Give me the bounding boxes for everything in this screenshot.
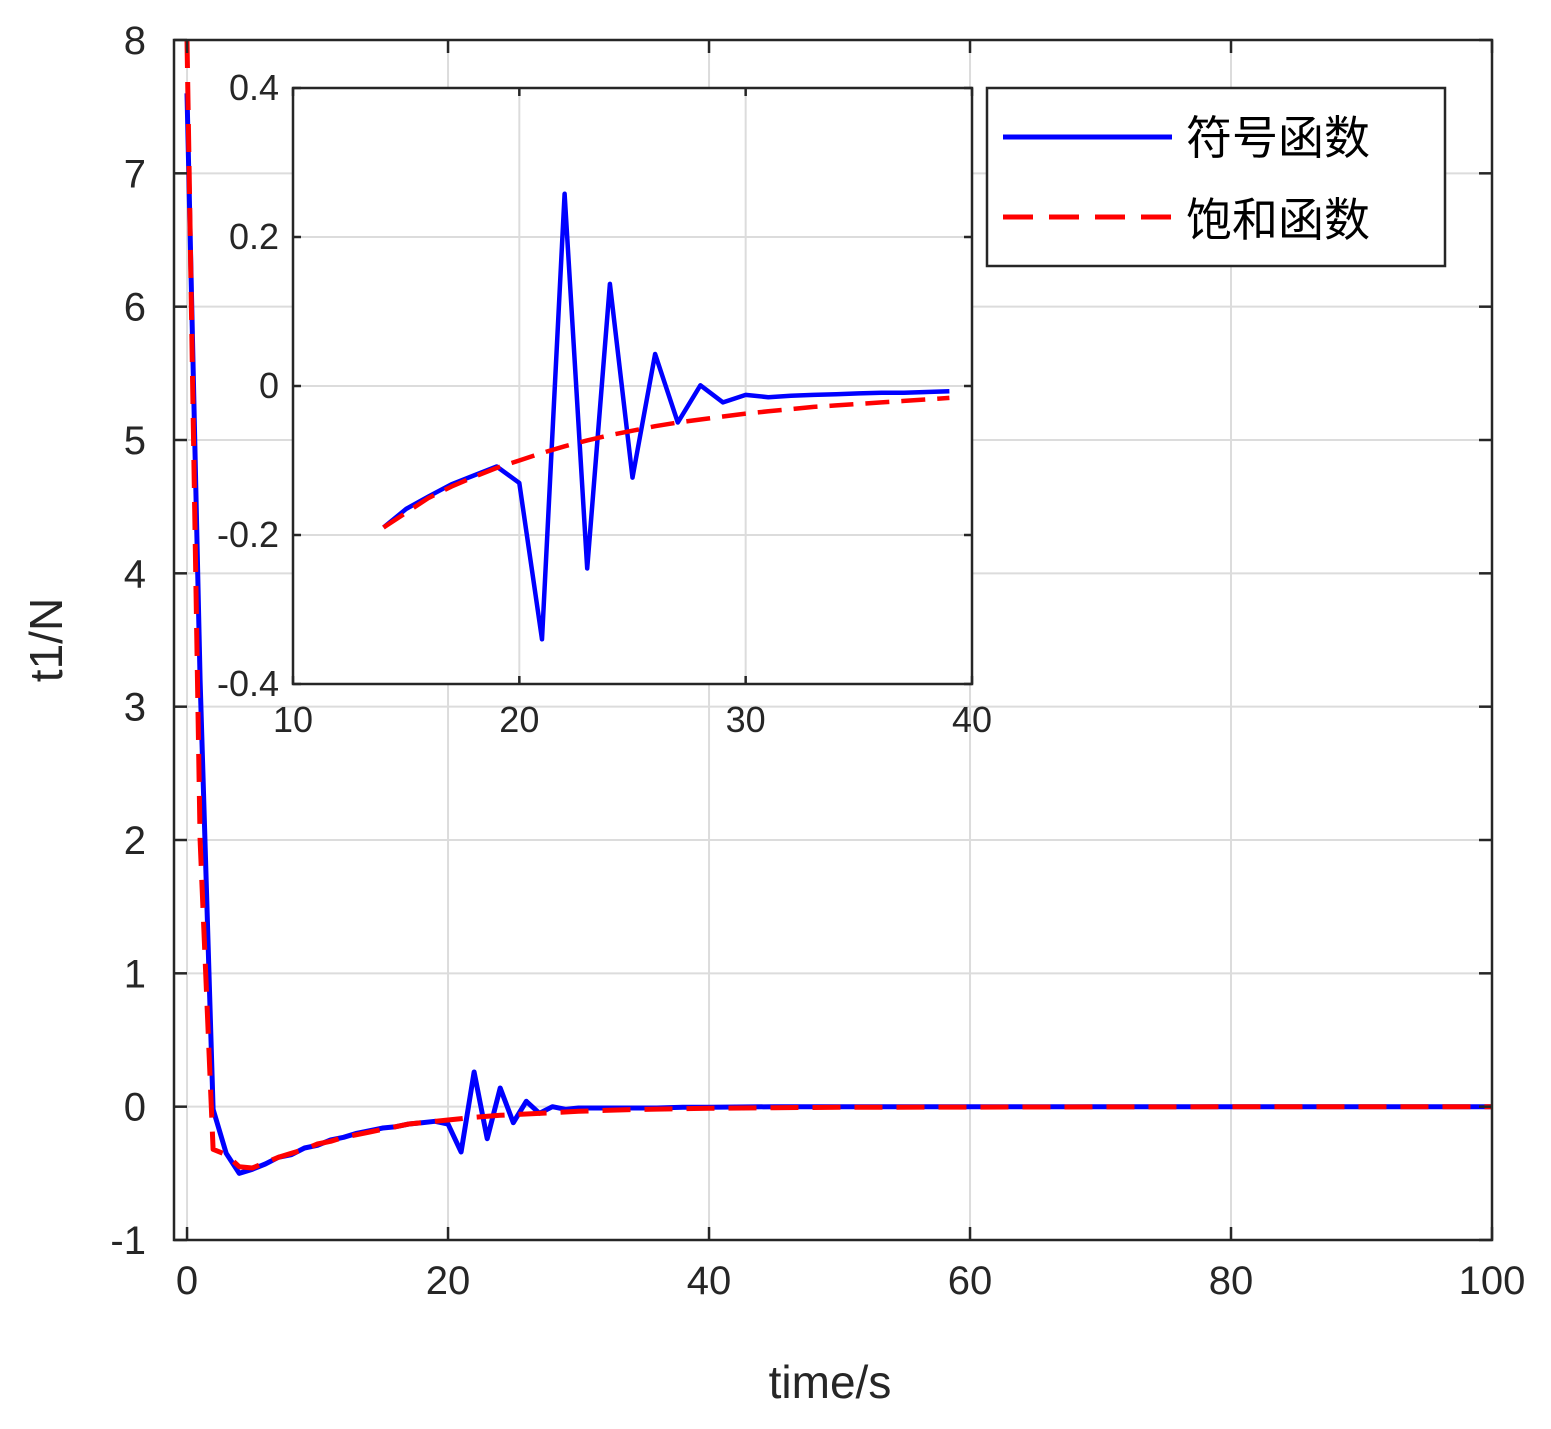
main-y-tick-label: 2 <box>124 819 146 863</box>
main-y-tick-label: 0 <box>124 1086 146 1130</box>
main-y-tick-label: 3 <box>124 686 146 730</box>
y-axis-label: t1/N <box>20 598 72 682</box>
main-x-tick-label: 80 <box>1209 1259 1254 1303</box>
main-y-tick-label: 8 <box>124 19 146 63</box>
main-y-tick-label: -1 <box>110 1219 146 1263</box>
legend-label-sat: 饱和函数 <box>1186 193 1370 247</box>
main-x-tick-label: 60 <box>948 1259 993 1303</box>
legend: 符号函数 饱和函数 <box>985 86 1447 268</box>
main-y-tick-label: 4 <box>124 552 146 596</box>
inset-y-tick-label: 0.2 <box>229 216 279 257</box>
inset-y-tick-label: 0 <box>259 365 279 406</box>
legend-box <box>985 86 1447 268</box>
main-plot-frame <box>172 38 1494 1242</box>
legend-label-sign: 符号函数 <box>1186 111 1370 165</box>
inset-series-saturation-line <box>382 395 950 530</box>
inset-y-tick-label: 0.4 <box>229 67 279 108</box>
main-x-tick-label: 40 <box>687 1259 732 1303</box>
inset-x-tick-label: 20 <box>499 699 539 740</box>
main-x-tick-label: 100 <box>1459 1259 1526 1303</box>
main-series <box>184 39 1492 1176</box>
inset-x-tick-label: 10 <box>273 699 313 740</box>
main-y-tick-label: 6 <box>124 286 146 330</box>
main-x-tick-label: 20 <box>426 1259 471 1303</box>
inset-ticks <box>291 86 974 686</box>
inset-x-tick-label: 40 <box>952 699 992 740</box>
main-y-tick-label: 1 <box>124 952 146 996</box>
main-ticks <box>174 38 1494 1242</box>
inset-x-tick-label: 30 <box>726 699 766 740</box>
main-x-tick-label: 0 <box>176 1259 198 1303</box>
inset-series <box>382 191 950 642</box>
inset-tick-labels: 10 20 30 40 -0.4 -0.2 0 0.2 0.4 <box>217 67 992 740</box>
main-y-tick-label: 7 <box>124 152 146 196</box>
x-axis-label: time/s <box>769 1356 892 1408</box>
inset-y-tick-label: -0.2 <box>217 514 279 555</box>
inset-y-tick-label: -0.4 <box>217 663 279 704</box>
main-y-tick-label: 5 <box>124 419 146 463</box>
